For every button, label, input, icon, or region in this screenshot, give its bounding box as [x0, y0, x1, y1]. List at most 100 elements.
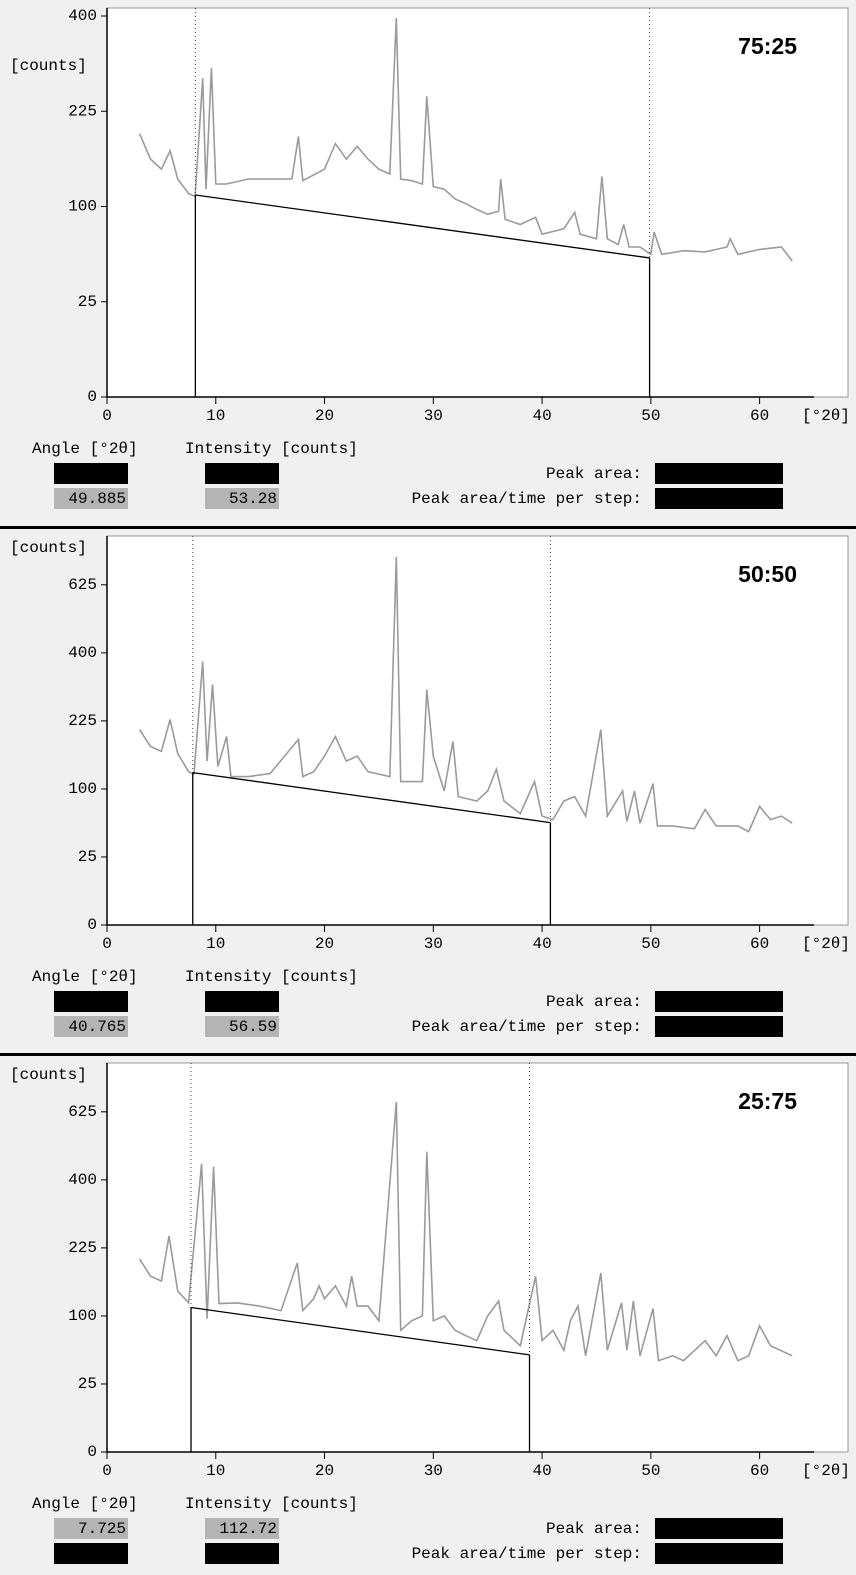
readout-label: Peak area/time per step:: [412, 1018, 642, 1036]
diffractogram: [138, 556, 793, 833]
y-tick-label: 225: [68, 102, 97, 120]
x-tick-label: 50: [641, 1462, 660, 1480]
y-axis-label: [counts]: [10, 1066, 87, 1084]
y-axis-label: [counts]: [10, 57, 87, 75]
intensity-header: Intensity [counts]: [185, 968, 358, 986]
readout-box: [655, 1016, 783, 1037]
y-tick-label: 225: [68, 1239, 97, 1257]
y-tick-label: 25: [78, 848, 97, 866]
x-tick-label: 10: [206, 407, 225, 425]
angle-value: 40.765: [68, 1018, 126, 1036]
y-tick-label: 400: [68, 7, 97, 25]
readout-label: Peak area:: [546, 993, 642, 1011]
angle-value: 7.885: [78, 993, 126, 1011]
x-tick-label: 0: [102, 1462, 112, 1480]
readout-box: [655, 488, 783, 509]
baseline: [192, 771, 551, 824]
readout-value: 1033.27: [714, 1520, 781, 1538]
x-tick-label: 20: [315, 407, 334, 425]
baseline: [195, 194, 650, 259]
x-tick-label: 40: [532, 935, 551, 953]
x-tick-label: 60: [750, 1462, 769, 1480]
readout-label: Peak area/time per step:: [412, 490, 642, 508]
intensity-box: [205, 1543, 279, 1564]
plot-area: [106, 7, 849, 398]
intensity-box: [205, 991, 279, 1012]
intensity-header: Intensity [counts]: [185, 1495, 358, 1513]
separator: [0, 526, 856, 529]
y-tick-label: 625: [68, 1103, 97, 1121]
y-tick-label: 100: [68, 780, 97, 798]
x-tick-label: 30: [424, 935, 443, 953]
intensity-value: 50.92: [229, 1545, 277, 1563]
intensity-value: 53.28: [229, 490, 277, 508]
y-tick-label: 400: [68, 644, 97, 662]
angle-value: 7.725: [78, 1520, 126, 1538]
x-tick-label: 10: [206, 1462, 225, 1480]
x-tick-label: 0: [102, 935, 112, 953]
baseline: [190, 1306, 530, 1356]
x-tick-label: 60: [750, 935, 769, 953]
intensity-header: Intensity [counts]: [185, 440, 358, 458]
y-tick-label: 625: [68, 576, 97, 594]
y-tick-label: 0: [87, 916, 97, 934]
diffractogram: [138, 1101, 793, 1362]
x-tick-label: 30: [424, 1462, 443, 1480]
intensity-box: [205, 488, 279, 509]
separator: [0, 1053, 856, 1056]
angle-header: Angle [°2θ]: [32, 1495, 138, 1513]
readout-label: Peak area:: [546, 465, 642, 483]
y-tick-label: 100: [68, 198, 97, 216]
chart-title: 25:75: [738, 1088, 797, 1114]
intensity-box: [205, 463, 279, 484]
readout-value: 1332.72: [714, 465, 781, 483]
y-axis-label: [counts]: [10, 539, 87, 557]
readout-label: Peak area:: [546, 1520, 642, 1538]
intensity-value: 56.59: [229, 1018, 277, 1036]
y-tick-label: 0: [87, 388, 97, 406]
y-tick-label: 25: [78, 293, 97, 311]
readout-box: [655, 463, 783, 484]
angle-box: [54, 463, 128, 484]
x-tick-label: 30: [424, 407, 443, 425]
chart-title: 75:25: [738, 33, 797, 59]
angle-header: Angle [°2θ]: [32, 968, 138, 986]
y-tick-label: 25: [78, 1375, 97, 1393]
x-tick-label: 40: [532, 1462, 551, 1480]
angle-box: [54, 1518, 128, 1539]
readout-value: 2140.85: [714, 1018, 781, 1036]
x-tick-label: 10: [206, 935, 225, 953]
y-tick-label: 0: [87, 1443, 97, 1461]
plot-area: [106, 1062, 849, 1453]
y-tick-label: 400: [68, 1171, 97, 1189]
angle-box: [54, 488, 128, 509]
x-axis-label: [°2θ]: [802, 407, 850, 425]
readout-value: 2066.55: [714, 1545, 781, 1563]
angle-value: 38.845: [68, 1545, 126, 1563]
angle-value: 49.885: [68, 490, 126, 508]
intensity-value: 112.72: [219, 1520, 277, 1538]
readout-value: 1070.42: [714, 993, 781, 1011]
x-tick-label: 20: [315, 1462, 334, 1480]
y-tick-label: 100: [68, 1307, 97, 1325]
readout-box: [655, 1518, 783, 1539]
diffractogram: [138, 17, 793, 262]
readout-box: [655, 991, 783, 1012]
x-axis-label: [°2θ]: [802, 1462, 850, 1480]
angle-value: 8.125: [78, 465, 126, 483]
x-axis-label: [°2θ]: [802, 935, 850, 953]
x-tick-label: 40: [532, 407, 551, 425]
angle-header: Angle [°2θ]: [32, 440, 138, 458]
angle-box: [54, 991, 128, 1012]
plot-area: [106, 535, 849, 926]
x-tick-label: 50: [641, 407, 660, 425]
readout-label: Peak area/time per step:: [412, 1545, 642, 1563]
y-tick-label: 225: [68, 712, 97, 730]
intensity-box: [205, 1518, 279, 1539]
x-tick-label: 20: [315, 935, 334, 953]
x-tick-label: 0: [102, 407, 112, 425]
angle-box: [54, 1543, 128, 1564]
readout-value: 2665.43: [714, 490, 781, 508]
